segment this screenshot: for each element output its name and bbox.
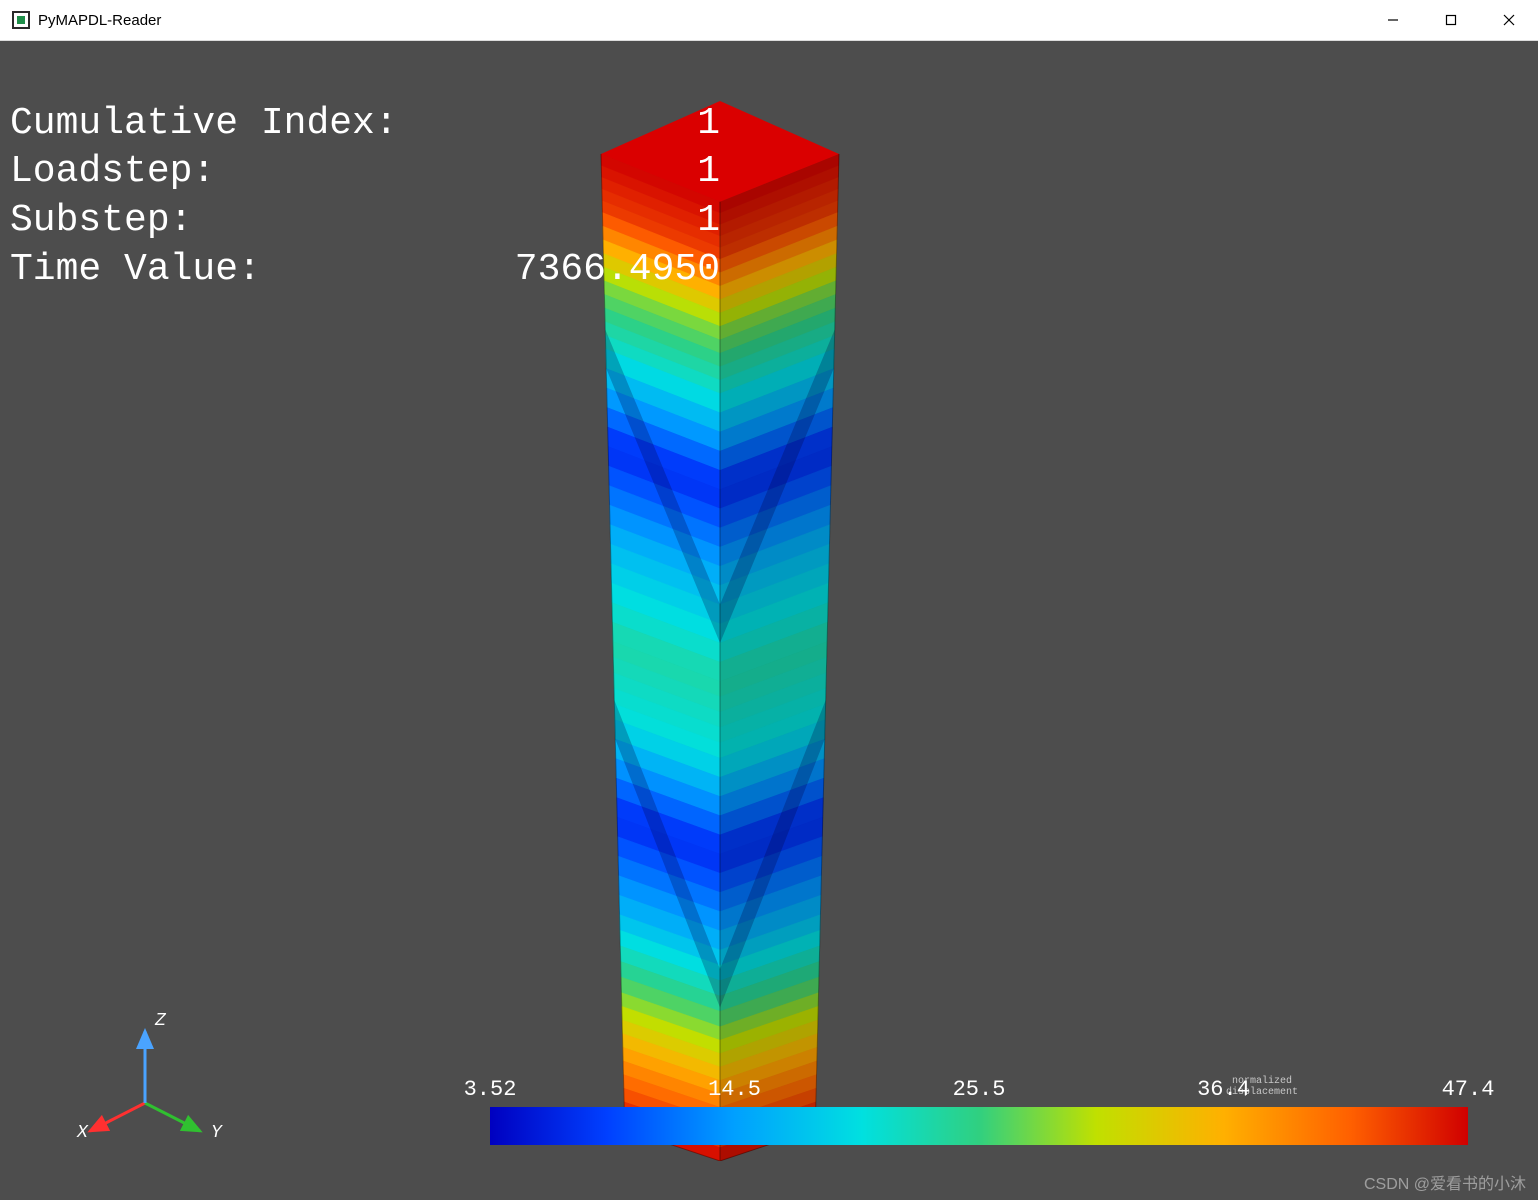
label-time-value: Time Value: [10, 246, 420, 295]
app-window: PyMAPDL-Reader Cumulative Index:1 Loadst… [0, 0, 1538, 1200]
titlebar[interactable]: PyMAPDL-Reader [0, 0, 1538, 41]
svg-text:Y: Y [211, 1123, 223, 1143]
value-cumulative-index: 1 [420, 100, 720, 149]
value-time-value: 7366.4950 [420, 246, 720, 295]
svg-text:X: X [76, 1123, 89, 1143]
window-title: PyMAPDL-Reader [38, 12, 1364, 29]
label-substep: Substep: [10, 197, 420, 246]
colorbar-tick: 14.5 [708, 1077, 761, 1102]
colorbar-tick: 25.5 [953, 1077, 1006, 1102]
window-controls [1364, 0, 1538, 40]
app-icon [12, 11, 30, 29]
label-loadstep: Loadstep: [10, 148, 420, 197]
colorbar: 3.5214.525.536.447.4 [490, 1077, 1468, 1150]
colorbar-tick: 47.4 [1442, 1077, 1495, 1102]
maximize-button[interactable] [1422, 0, 1480, 40]
minimize-button[interactable] [1364, 0, 1422, 40]
axes-triad: X Y Z [65, 988, 225, 1148]
watermark: CSDN @爱看书的小沐 [1364, 1170, 1526, 1194]
close-button[interactable] [1480, 0, 1538, 40]
svg-text:Z: Z [154, 1011, 167, 1031]
result-info-overlay: Cumulative Index:1 Loadstep:1 Substep:1 … [10, 51, 720, 294]
colorbar-tick: 3.52 [464, 1077, 517, 1102]
render-viewport[interactable]: Cumulative Index:1 Loadstep:1 Substep:1 … [0, 41, 1538, 1200]
value-loadstep: 1 [420, 148, 720, 197]
value-substep: 1 [420, 197, 720, 246]
label-cumulative-index: Cumulative Index: [10, 100, 420, 149]
colorbar-tick: 36.4 [1197, 1077, 1250, 1102]
